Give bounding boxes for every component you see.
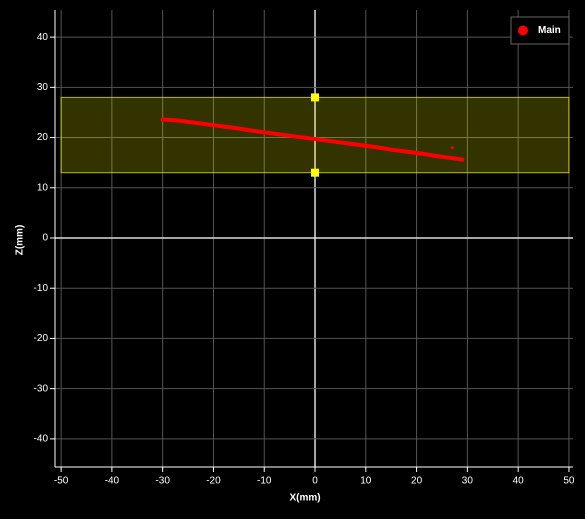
- x-tick-label: -10: [257, 476, 272, 487]
- y-tick-label: 40: [37, 32, 49, 43]
- x-tick-label: -40: [105, 476, 120, 487]
- data-point: [450, 146, 454, 150]
- y-axis-label: Z(mm): [15, 225, 26, 256]
- y-tick-label: -20: [34, 333, 49, 344]
- band-handle: [311, 168, 320, 177]
- x-tick-label: 50: [563, 476, 575, 487]
- x-tick-label: -20: [206, 476, 221, 487]
- data-line: [160, 117, 465, 162]
- x-tick-label: -30: [155, 476, 170, 487]
- y-tick-label: 20: [37, 132, 49, 143]
- y-tick-label: 10: [37, 182, 49, 193]
- x-tick-label: 20: [411, 476, 423, 487]
- legend-label: Main: [538, 25, 561, 36]
- y-tick-label: 0: [42, 233, 48, 244]
- y-tick-label: -40: [34, 434, 49, 445]
- x-tick-label: 10: [360, 476, 372, 487]
- x-tick-label: 40: [513, 476, 525, 487]
- legend-marker: [518, 25, 528, 36]
- y-tick-label: 30: [37, 82, 49, 93]
- selection-band: [60, 96, 570, 174]
- x-tick-label: 30: [462, 476, 474, 487]
- x-tick-label: 0: [312, 476, 318, 487]
- y-tick-label: -30: [34, 383, 49, 394]
- x-tick-label: -50: [54, 476, 69, 487]
- y-tick-label: -10: [34, 283, 49, 294]
- band-handle: [311, 93, 320, 102]
- x-axis-label: X(mm): [289, 493, 320, 504]
